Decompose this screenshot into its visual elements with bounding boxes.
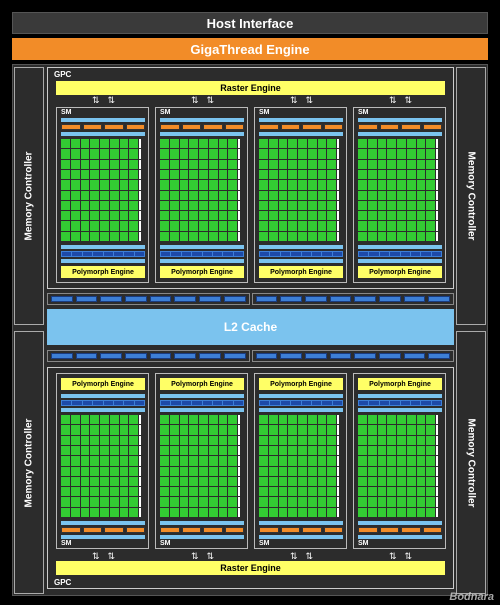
streaming-multiprocessor: SM Polymorph Engine — [155, 107, 248, 283]
sm-label: SM — [61, 109, 72, 116]
sm-label: SM — [358, 109, 369, 116]
l2-cache: L2 Cache — [47, 309, 454, 345]
streaming-multiprocessor: SM Polymorph Engine — [353, 107, 446, 283]
data-flow-arrows: ⇅ ⇅ — [290, 551, 314, 561]
sm-label: SM — [61, 540, 72, 547]
streaming-multiprocessor: SM Polymorph Engine — [254, 107, 347, 283]
memory-controller-bottom-right: Memory Controller — [456, 331, 486, 594]
memory-bank-row-bottom — [47, 350, 454, 362]
data-flow-arrows: ⇅ ⇅ — [191, 95, 215, 105]
polymorph-engine: Polymorph Engine — [358, 266, 442, 278]
streaming-multiprocessor: Polymorph Engine SM — [254, 373, 347, 549]
data-flow-arrows: ⇅ ⇅ — [389, 95, 413, 105]
gpc-label: GPC — [54, 578, 72, 587]
streaming-multiprocessor: Polymorph Engine SM — [56, 373, 149, 549]
memory-controller-top-right: Memory Controller — [456, 67, 486, 325]
gpc-label: GPC — [54, 70, 72, 79]
data-flow-arrows: ⇅ ⇅ — [92, 551, 116, 561]
polymorph-engine: Polymorph Engine — [160, 378, 244, 390]
polymorph-engine: Polymorph Engine — [61, 266, 145, 278]
sm-label: SM — [160, 540, 171, 547]
memory-controller-bottom-left: Memory Controller — [14, 331, 44, 594]
data-flow-arrows: ⇅ ⇅ — [92, 95, 116, 105]
sm-label: SM — [160, 109, 171, 116]
raster-engine: Raster Engine — [56, 561, 445, 575]
data-flow-arrows: ⇅ ⇅ — [290, 95, 314, 105]
memory-bank-row-top — [47, 293, 454, 305]
streaming-multiprocessor: Polymorph Engine SM — [353, 373, 446, 549]
raster-engine: Raster Engine — [56, 81, 445, 95]
polymorph-engine: Polymorph Engine — [160, 266, 244, 278]
watermark: Bodnara — [449, 591, 494, 603]
gpc-bottom: Polymorph Engine SM ⇅ ⇅ Polymorph Engine … — [47, 367, 454, 589]
memory-controller-top-left: Memory Controller — [14, 67, 44, 325]
sm-label: SM — [358, 540, 369, 547]
polymorph-engine: Polymorph Engine — [259, 266, 343, 278]
polymorph-engine: Polymorph Engine — [259, 378, 343, 390]
streaming-multiprocessor: SM Polymorph Engine — [56, 107, 149, 283]
sm-label: SM — [259, 109, 270, 116]
polymorph-engine: Polymorph Engine — [358, 378, 442, 390]
streaming-multiprocessor: Polymorph Engine SM — [155, 373, 248, 549]
data-flow-arrows: ⇅ ⇅ — [389, 551, 413, 561]
polymorph-engine: Polymorph Engine — [61, 378, 145, 390]
gpc-top: GPC Raster Engine ⇅ ⇅ SM Polymorph Engine… — [47, 67, 454, 289]
data-flow-arrows: ⇅ ⇅ — [191, 551, 215, 561]
host-interface: Host Interface — [12, 12, 488, 34]
gigathread-engine: GigaThread Engine — [12, 38, 488, 60]
sm-label: SM — [259, 540, 270, 547]
